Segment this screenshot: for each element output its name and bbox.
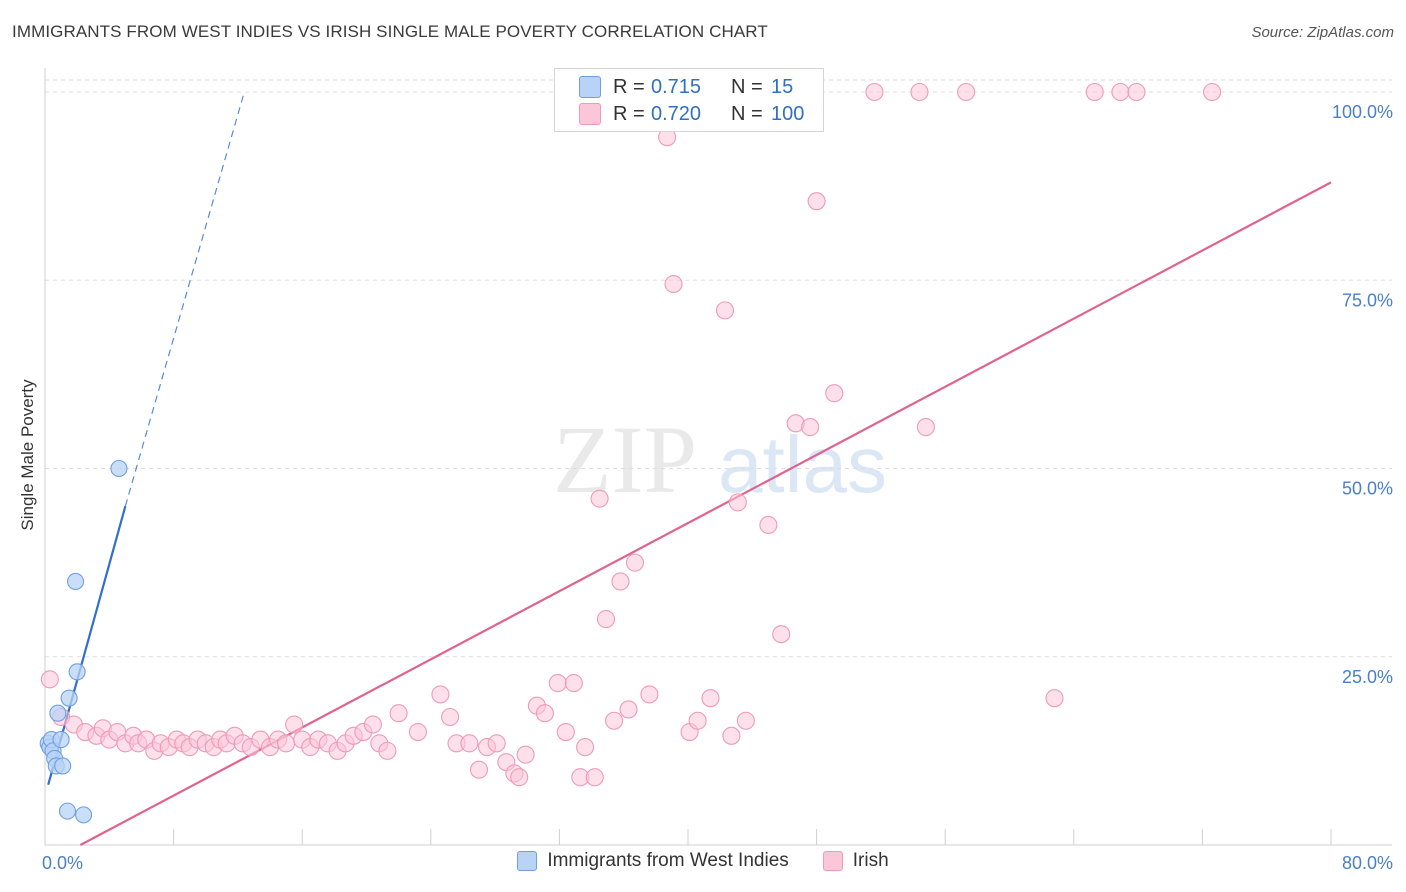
irish-point	[1202, 82, 1222, 102]
irish-point	[510, 768, 529, 787]
west-indies-point	[68, 663, 86, 681]
west-indies-trendline-extension	[124, 91, 245, 507]
irish-point	[759, 515, 778, 535]
irish-point	[564, 674, 583, 693]
irish-point	[701, 689, 720, 708]
irish-point	[596, 610, 616, 629]
irish-point	[625, 553, 645, 572]
legend-item-west-indies: Immigrants from West Indies	[517, 850, 789, 872]
n-label: N =	[731, 75, 763, 98]
pink-swatch-icon	[579, 103, 601, 125]
n-value: 15	[771, 75, 794, 98]
irish-point	[285, 715, 304, 734]
n-value: 100	[771, 102, 805, 125]
west-indies-point	[66, 572, 85, 591]
y-tick-label: 50.0%	[1342, 479, 1393, 499]
tick-labels: 25.0% 50.0% 75.0% 100.0% 0.0% 80.0%	[42, 102, 1393, 873]
irish-point	[801, 418, 820, 437]
legend-row-west-indies: R = 0.715 N = 15	[579, 74, 819, 100]
west-indies-point	[49, 704, 67, 722]
r-value: 0.720	[651, 102, 702, 125]
west-indies-point	[54, 757, 72, 775]
west-indies-point	[60, 689, 78, 707]
blue-swatch-icon	[579, 76, 601, 98]
r-label: R =	[613, 75, 645, 98]
x-tick-label: 80.0%	[1342, 853, 1393, 873]
irish-point	[1045, 689, 1064, 708]
y-tick-label: 75.0%	[1342, 290, 1393, 310]
irish-point	[487, 734, 506, 753]
west-indies-point	[52, 731, 70, 749]
legend-row-irish: R = 0.720 N = 100	[579, 101, 819, 127]
irish-point	[585, 768, 604, 787]
irish-point	[688, 711, 707, 730]
west-indies-point	[75, 806, 93, 824]
irish-point	[1085, 82, 1104, 102]
irish-point	[825, 384, 844, 403]
irish-point	[605, 711, 624, 730]
r-value: 0.715	[651, 75, 702, 98]
irish-point	[548, 674, 567, 693]
chart-title: IMMIGRANTS FROM WEST INDIES VS IRISH SIN…	[12, 22, 768, 41]
pink-swatch-icon	[822, 851, 843, 871]
irish-point	[590, 489, 609, 508]
west-indies-point	[58, 802, 77, 820]
watermark-zip: ZIP	[553, 406, 697, 513]
gridlines	[45, 79, 1392, 658]
n-label: N =	[731, 102, 763, 125]
correlation-legend: R = 0.715 N = 15 R = 0.720 N = 100	[554, 68, 824, 132]
legend-label-west-indies: Immigrants from West Indies	[547, 850, 789, 871]
irish-point	[865, 82, 884, 102]
r-label: R =	[613, 102, 645, 125]
irish-point	[378, 741, 397, 760]
irish-point	[535, 704, 554, 723]
blue-swatch-icon	[517, 851, 538, 871]
irish-point	[576, 738, 595, 757]
irish-point	[1111, 82, 1130, 102]
irish-point	[460, 734, 479, 753]
irish-point	[910, 82, 929, 102]
x-tick-label: 0.0%	[42, 853, 83, 873]
legend-label-irish: Irish	[852, 850, 889, 871]
irish-point	[664, 274, 683, 294]
axes	[44, 68, 1392, 846]
source-label: Source: ZipAtlas.com	[1251, 24, 1394, 41]
irish-point	[957, 82, 976, 102]
irish-point	[722, 726, 741, 745]
irish-point	[715, 301, 735, 320]
irish-point	[363, 715, 382, 734]
y-tick-label: 25.0%	[1342, 667, 1393, 687]
irish-point	[277, 734, 296, 753]
irish-trendline	[79, 181, 1332, 846]
y-tick-label: 100.0%	[1332, 102, 1393, 122]
irish-point	[469, 760, 489, 779]
irish-point	[1127, 82, 1146, 102]
watermark: ZIP atlas	[553, 406, 887, 513]
irish-point	[431, 685, 450, 704]
irish-point	[772, 625, 791, 644]
irish-point	[389, 704, 408, 723]
irish-point	[807, 192, 826, 211]
irish-point	[611, 572, 630, 591]
west-indies-point	[110, 459, 128, 478]
irish-point	[408, 722, 427, 742]
irish-point	[736, 711, 755, 730]
irish-point	[516, 745, 535, 764]
irish-point	[619, 700, 638, 719]
irish-point	[640, 685, 659, 704]
watermark-atlas: atlas	[718, 420, 887, 509]
irish-point	[728, 493, 747, 512]
irish-point	[441, 707, 460, 727]
irish-point	[40, 670, 59, 689]
legend-item-irish: Irish	[822, 850, 889, 872]
series-legend: Immigrants from West Indies Irish	[0, 850, 1406, 872]
irish-point	[916, 418, 935, 437]
irish-point	[556, 722, 575, 742]
